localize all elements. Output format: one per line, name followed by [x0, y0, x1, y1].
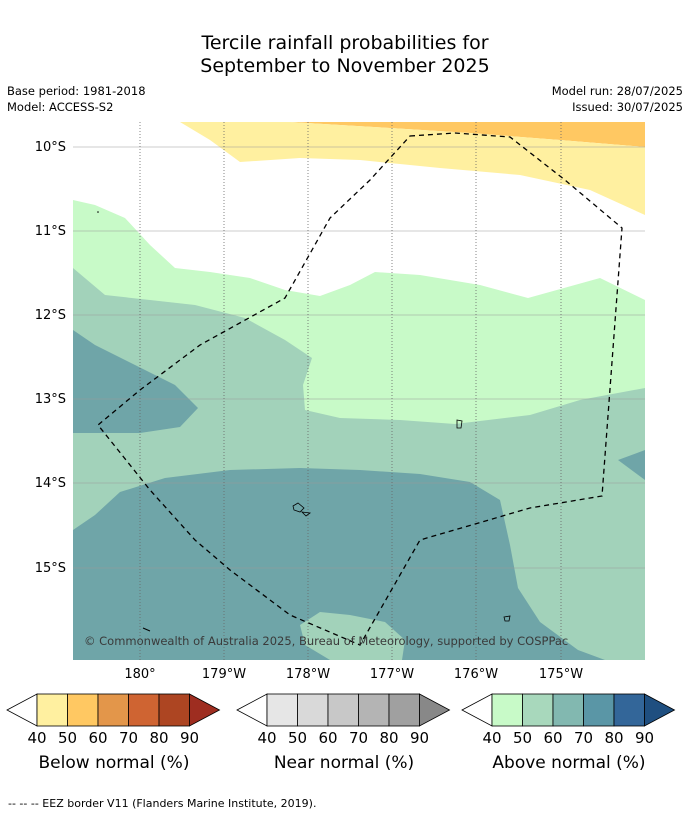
x-tick-label: 180° — [124, 667, 155, 682]
colorbar-tick-label: 90 — [180, 729, 199, 747]
latitude-gridlines — [73, 146, 645, 569]
colorbar-tick-label: 40 — [482, 729, 501, 747]
colorbar-tick-label: 70 — [574, 729, 593, 747]
map-title-line1: Tercile rainfall probabilities for — [201, 32, 489, 54]
below-normal-label: Below normal (%) — [38, 753, 190, 773]
colorbar-tick-label: 50 — [513, 729, 532, 747]
colorbar-extend-low — [6, 693, 38, 727]
colorbar-segment — [358, 693, 390, 727]
below-normal-40-50-region — [180, 122, 645, 215]
eez-footnote: -- -- -- EEZ border V11 (Flanders Marine… — [8, 797, 317, 810]
above-normal-50-60-south-patch — [300, 612, 405, 660]
colorbar-tick-label: 50 — [58, 729, 77, 747]
issued-date: Issued: 30/07/2025 — [572, 100, 683, 114]
colorbar-tick-label: 70 — [119, 729, 138, 747]
x-axis-labels: 180° 179°W 178°W 177°W 176°W 175°W — [124, 667, 583, 682]
colorbar-segment — [158, 693, 190, 727]
colorbar-segment — [128, 693, 160, 727]
island-outline — [300, 511, 312, 517]
colorbar-tick-label: 70 — [349, 729, 368, 747]
x-tick-label: 179°W — [202, 667, 246, 682]
near-normal-label: Near normal (%) — [273, 753, 415, 773]
y-tick-label: 15°S — [35, 561, 66, 576]
x-tick-label: 178°W — [286, 667, 330, 682]
colorbar-tick-label: 40 — [257, 729, 276, 747]
model-run: Model run: 28/07/2025 — [551, 84, 683, 98]
colorbar-extend-high — [644, 693, 676, 727]
colorbar-extend-high — [189, 693, 221, 727]
y-tick-label: 14°S — [35, 476, 66, 491]
colorbar-segment — [67, 693, 99, 727]
colorbar-extend-low — [236, 693, 268, 727]
colorbar-segment — [327, 693, 359, 727]
island-outline — [292, 502, 305, 513]
model-name: Model: ACCESS-S2 — [7, 100, 114, 114]
colorbar-tick-label: 80 — [149, 729, 168, 747]
colorbar-tick-label: 90 — [635, 729, 654, 747]
above-normal-60-70-east-region — [618, 450, 645, 480]
base-period: Base period: 1981-2018 — [7, 84, 146, 98]
colorbar-segment — [36, 693, 68, 727]
island-outline — [142, 627, 151, 632]
colorbar-segment — [388, 693, 420, 727]
colorbar-segment — [266, 693, 298, 727]
colorbar-segment — [297, 693, 329, 727]
below-normal-50-60-region — [290, 122, 645, 147]
x-tick-label: 175°W — [539, 667, 583, 682]
colorbar-tick-label: 60 — [543, 729, 562, 747]
colorbar-segment — [491, 693, 523, 727]
copyright-notice: © Commonwealth of Australia 2025, Bureau… — [84, 634, 568, 648]
x-tick-label: 177°W — [370, 667, 414, 682]
island-outline — [97, 211, 99, 213]
colorbar-segment — [522, 693, 554, 727]
colorbar-tick-label: 60 — [88, 729, 107, 747]
y-axis-labels: 10°S 11°S 12°S 13°S 14°S 15°S — [35, 140, 66, 576]
colorbar-tick-label: 90 — [410, 729, 429, 747]
colorbar-segment — [583, 693, 615, 727]
x-tick-label: 176°W — [454, 667, 498, 682]
colorbar-tick-label: 40 — [27, 729, 46, 747]
colorbar-segment — [552, 693, 584, 727]
map-title-line2: September to November 2025 — [200, 55, 490, 77]
colorbar-extend-high — [419, 693, 451, 727]
colorbar-extend-low — [461, 693, 493, 727]
y-tick-label: 13°S — [35, 392, 66, 407]
colorbar-tick-label: 80 — [604, 729, 623, 747]
colorbar-segment — [613, 693, 645, 727]
colorbar-tick-label: 50 — [288, 729, 307, 747]
near-normal-colorbar: 40 50 60 70 80 90 — [236, 693, 451, 747]
above-normal-60-70-south-region — [73, 468, 605, 660]
eez-border — [97, 132, 623, 646]
colorbar-segment — [97, 693, 129, 727]
colorbar-legends: 40 50 60 70 80 90 40 50 60 70 80 90 40 50 60 70 80 90 — [6, 693, 676, 747]
above-normal-colorbar: 40 50 60 70 80 90 — [461, 693, 676, 747]
island-outline — [456, 419, 463, 429]
above-normal-60-70-west-region — [73, 330, 198, 433]
below-normal-colorbar: 40 50 60 70 80 90 — [6, 693, 221, 747]
above-normal-label: Above normal (%) — [492, 753, 646, 773]
y-tick-label: 11°S — [35, 224, 66, 239]
island-outline — [503, 615, 511, 622]
colorbar-tick-label: 80 — [379, 729, 398, 747]
map-plot-area: © Commonwealth of Australia 2025, Bureau… — [73, 122, 645, 660]
colorbar-tick-label: 60 — [318, 729, 337, 747]
y-tick-label: 10°S — [35, 140, 66, 155]
y-tick-label: 12°S — [35, 308, 66, 323]
